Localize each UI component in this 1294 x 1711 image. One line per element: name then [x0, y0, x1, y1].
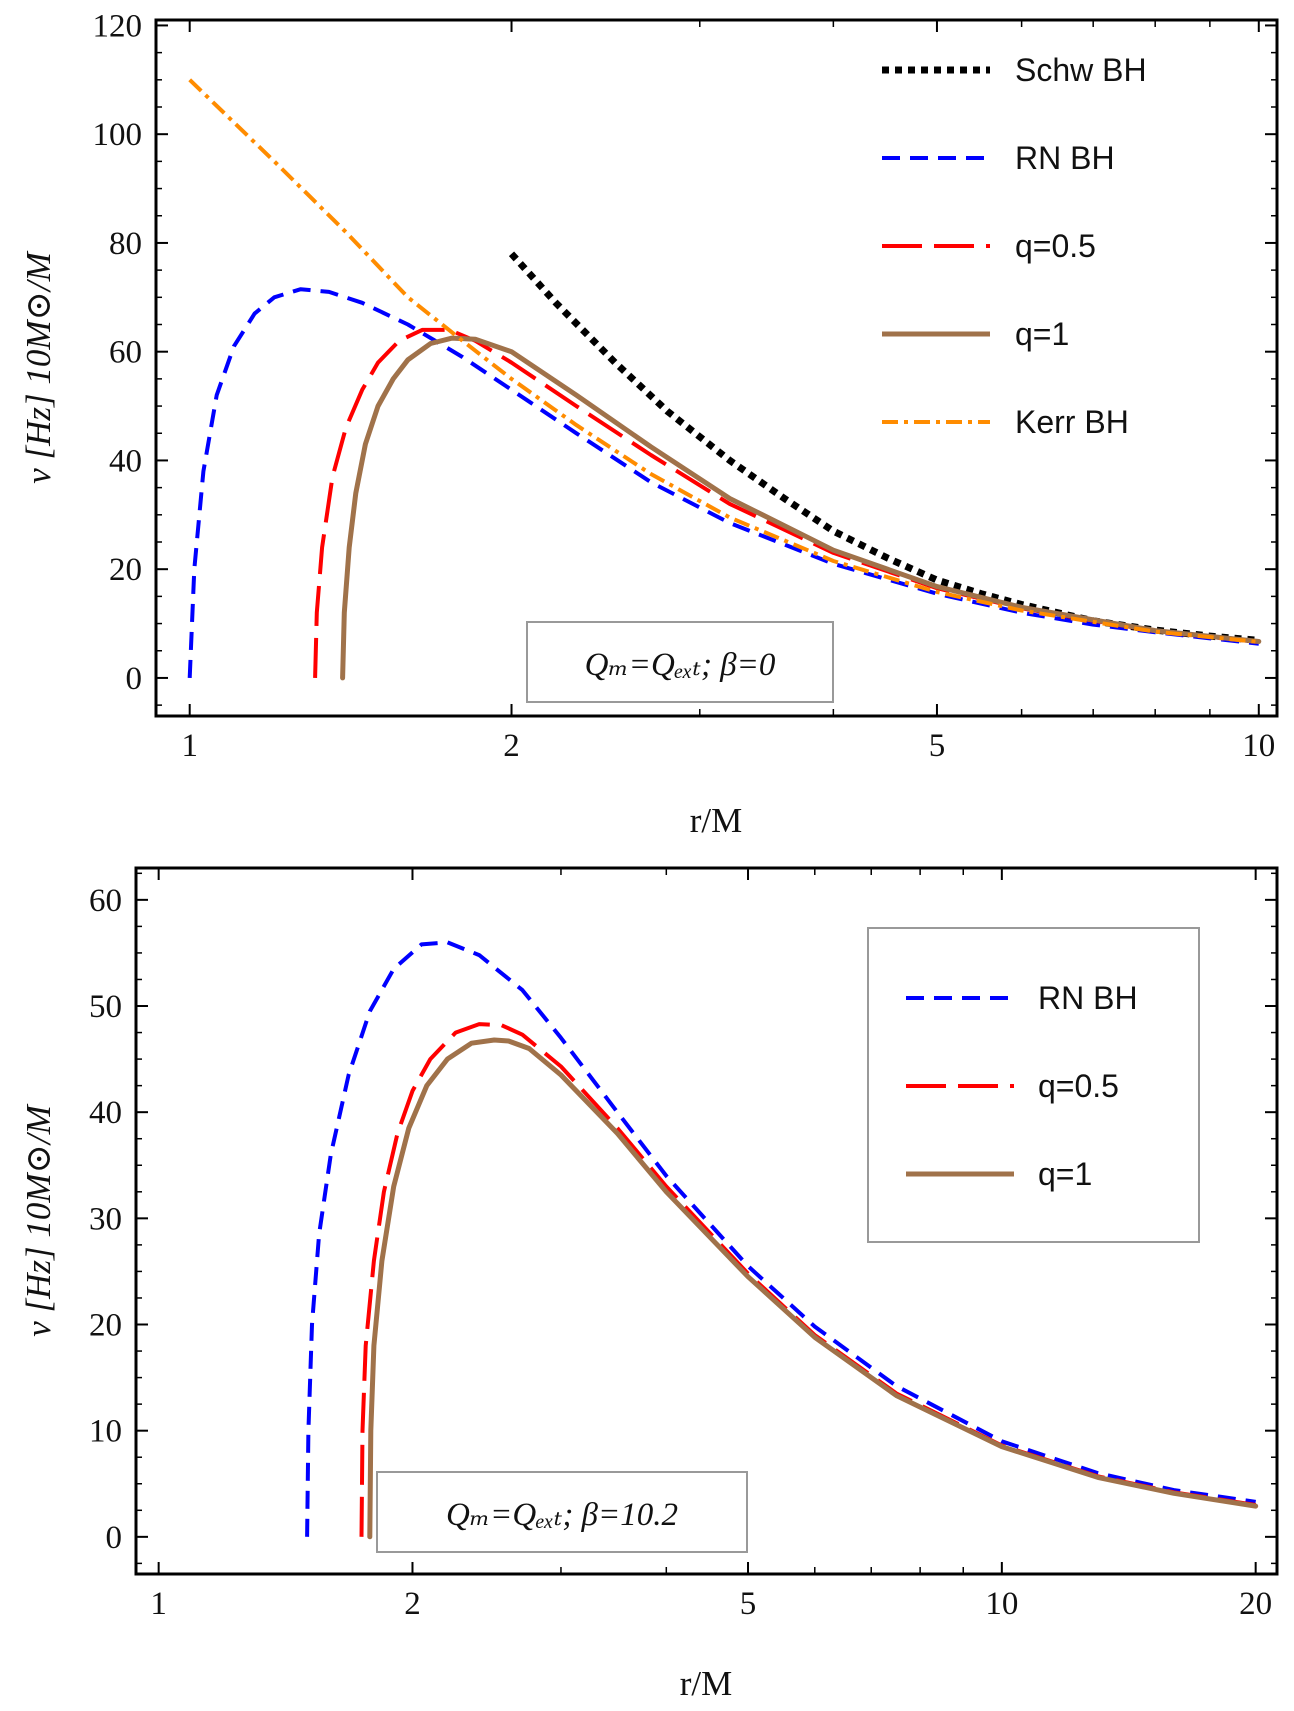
- top-ytick-label: 40: [109, 443, 142, 479]
- top-legend-label-rn: RN BH: [1015, 140, 1115, 176]
- bottom-xtick-label: 10: [985, 1586, 1018, 1622]
- top-legend-label-schw: Schw BH: [1015, 52, 1147, 88]
- bottom-ytick-label: 40: [89, 1095, 122, 1131]
- bottom-ytick-label: 30: [89, 1201, 122, 1237]
- bottom-ytick-label: 20: [89, 1308, 122, 1344]
- bottom-annotation: Qₘ=Qₑₓₜ; β=10.2: [446, 1497, 678, 1533]
- top-y-axis-label: ν [Hz] 10M⊙/M: [19, 250, 58, 483]
- bottom-xtick-label: 5: [740, 1586, 757, 1622]
- top-series-kerr-bh: [188, 78, 1259, 644]
- bottom-ytick-label: 10: [89, 1414, 122, 1450]
- top-ytick-label: 60: [109, 335, 142, 371]
- top-ytick-label: 100: [93, 117, 143, 153]
- bottom-xtick-label: 1: [150, 1586, 167, 1622]
- top-xtick-label: 2: [503, 728, 520, 764]
- bottom-x-axis-label: r/M: [680, 1664, 733, 1703]
- top-series-schw-bh: [508, 251, 1260, 644]
- bottom-legend: RN BH q=0.5 q=1: [867, 927, 1200, 1243]
- top-ticks: 0 20 40 60 80 100 120 1 2 5 10: [93, 8, 1277, 764]
- top-ytick-label: 20: [109, 552, 142, 588]
- top-xtick-label: 5: [929, 728, 946, 764]
- top-ytick-label: 0: [126, 661, 143, 697]
- top-series: [187, 78, 1262, 681]
- top-chart: 0 20 40 60 80 100 120 1 2 5 10 r/M ν [Hz] 10M⊙/M S…: [19, 8, 1279, 840]
- bottom-legend-label-rn: RN BH: [1038, 980, 1138, 1016]
- top-legend-label-q05: q=0.5: [1015, 228, 1096, 264]
- top-annotation: Qₘ=Qₑₓₜ; β=0: [585, 647, 776, 683]
- bottom-series-rn-bh: [305, 940, 1256, 1537]
- bottom-ticks: 0 10 20 30 40 50 60 1 2 5 10 20: [89, 868, 1277, 1622]
- top-legend: Schw BH RN BH q=0.5 q=1 Kerr BH: [882, 52, 1147, 440]
- bottom-y-axis-label: ν [Hz] 10M⊙/M: [19, 1103, 58, 1336]
- top-legend-label-kerr: Kerr BH: [1015, 404, 1129, 440]
- bottom-chart: 0 10 20 30 40 50 60 1 2 5 10 20 r/M ν [Hz] 10M⊙/M R…: [19, 866, 1279, 1703]
- bottom-ytick-label: 0: [106, 1520, 123, 1556]
- bottom-legend-label-q05: q=0.5: [1038, 1068, 1119, 1104]
- top-ytick-label: 120: [93, 8, 143, 44]
- top-series-q-1: [340, 335, 1262, 681]
- bottom-xtick-label: 2: [404, 1586, 421, 1622]
- top-plot-frame: [154, 18, 1279, 718]
- bottom-series-q-1: [367, 1037, 1259, 1540]
- bottom-series: [305, 940, 1259, 1540]
- bottom-xtick-label: 20: [1239, 1586, 1272, 1622]
- top-xtick-label: 1: [181, 728, 198, 764]
- bottom-plot-frame: [134, 866, 1279, 1576]
- bottom-ytick-label: 60: [89, 883, 122, 919]
- bottom-ytick-label: 50: [89, 989, 122, 1025]
- top-legend-label-q1: q=1: [1015, 316, 1069, 352]
- top-ytick-label: 80: [109, 226, 142, 262]
- top-xtick-label: 10: [1242, 728, 1275, 764]
- bottom-annotation-box: [376, 1471, 748, 1553]
- bottom-legend-label-q1: q=1: [1038, 1156, 1092, 1192]
- top-annotation-box: [526, 621, 834, 703]
- top-x-axis-label: r/M: [690, 801, 743, 840]
